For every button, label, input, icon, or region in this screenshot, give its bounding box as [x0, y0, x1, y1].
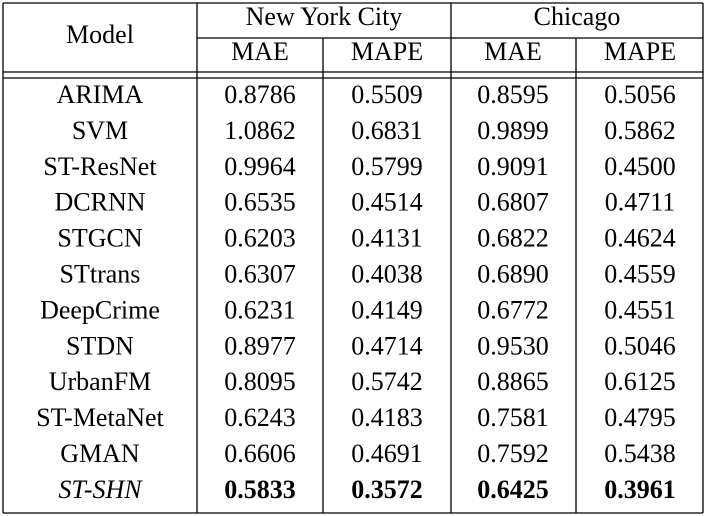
cell-value: 0.6125	[604, 367, 676, 396]
cell-value: 0.8865	[477, 367, 549, 396]
cell-value: 0.6772	[477, 295, 549, 324]
cell-value: 0.5799	[351, 152, 423, 181]
row-model: STGCN	[57, 224, 142, 253]
header-metric: MAPE	[604, 37, 676, 66]
cell-value: 0.4500	[604, 152, 676, 181]
cell-value: 0.5509	[351, 80, 423, 109]
cell-value: 0.8977	[224, 331, 296, 360]
cell-value: 0.6243	[224, 403, 296, 432]
cell-value: 0.4551	[604, 295, 676, 324]
cell-value: 0.8595	[477, 80, 549, 109]
cell-value: 0.6831	[351, 116, 423, 145]
cell-value: 0.7581	[477, 403, 549, 432]
cell-value: 0.5438	[604, 439, 676, 468]
header-model: Model	[66, 20, 134, 49]
header-metric: MAE	[484, 37, 542, 66]
cell-value: 1.0862	[224, 116, 296, 145]
row-model: STtrans	[60, 259, 141, 288]
cell-value: 0.5056	[604, 80, 676, 109]
cell-value: 0.4559	[604, 259, 676, 288]
cell-value: 0.4038	[351, 259, 423, 288]
header-metric: MAE	[231, 37, 289, 66]
header-group: New York City	[246, 2, 403, 31]
cell-value: 0.6307	[224, 259, 296, 288]
cell-value: 0.8095	[224, 367, 296, 396]
cell-value: 0.9530	[477, 331, 549, 360]
row-model: GMAN	[60, 439, 140, 468]
cell-value: 0.3572	[351, 475, 423, 504]
cell-value: 0.6807	[477, 188, 549, 217]
cell-value: 0.4624	[604, 224, 676, 253]
row-model: DeepCrime	[40, 295, 160, 324]
cell-value: 0.5862	[604, 116, 676, 145]
cell-value: 0.5742	[351, 367, 423, 396]
cell-value: 0.3961	[604, 475, 676, 504]
cell-value: 0.4711	[605, 188, 676, 217]
row-model: DCRNN	[54, 188, 145, 217]
row-model: ARIMA	[57, 80, 144, 109]
cell-value: 0.4691	[351, 439, 423, 468]
cell-value: 0.4131	[351, 224, 423, 253]
cell-value: 0.9091	[477, 152, 549, 181]
row-model: UrbanFM	[49, 367, 152, 396]
cell-value: 0.6425	[477, 475, 549, 504]
cell-value: 0.9964	[224, 152, 296, 181]
cell-value: 0.6535	[224, 188, 296, 217]
row-model: STDN	[66, 331, 134, 360]
cell-value: 0.8786	[224, 80, 296, 109]
cell-value: 0.4714	[351, 331, 423, 360]
cell-value: 0.5833	[224, 475, 296, 504]
cell-value: 0.4149	[351, 295, 423, 324]
cell-value: 0.4183	[351, 403, 423, 432]
row-model: ST-ResNet	[43, 152, 157, 181]
cell-value: 0.6890	[477, 259, 549, 288]
row-model: SVM	[72, 116, 128, 145]
cell-value: 0.6606	[224, 439, 296, 468]
header-group: Chicago	[534, 2, 621, 31]
cell-value: 0.6822	[477, 224, 549, 253]
cell-value: 0.6231	[224, 295, 296, 324]
cell-value: 0.7592	[477, 439, 549, 468]
cell-value: 0.4514	[351, 188, 423, 217]
cell-value: 0.6203	[224, 224, 296, 253]
cell-value: 0.9899	[477, 116, 549, 145]
cell-value: 0.5046	[604, 331, 676, 360]
row-model: ST-MetaNet	[36, 403, 164, 432]
header-metric: MAPE	[351, 37, 423, 66]
cell-value: 0.4795	[604, 403, 676, 432]
row-model: ST-SHN	[58, 475, 143, 504]
